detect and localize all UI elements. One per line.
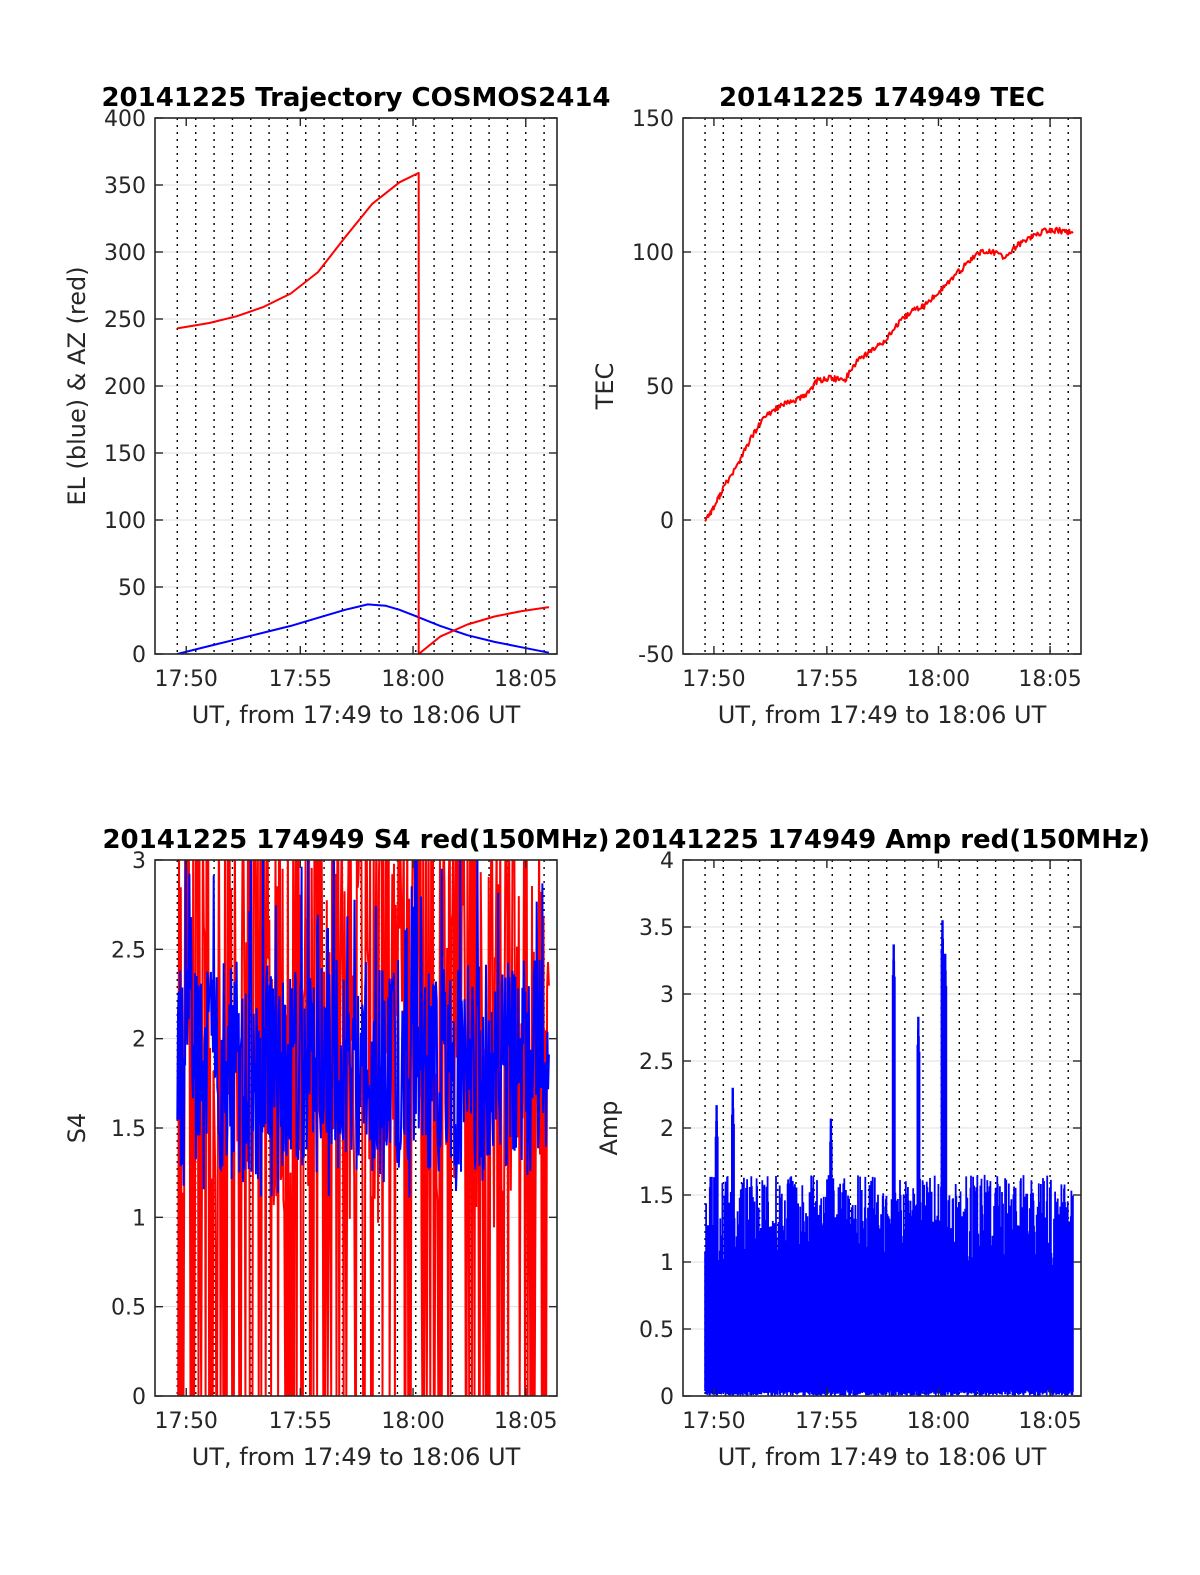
y-tick-label: 1.5 [639, 1184, 674, 1209]
x-tick-label: 18:00 [381, 1409, 444, 1434]
chart-title: 20141225 174949 TEC [719, 83, 1045, 113]
y-tick-label: 1 [660, 1251, 674, 1276]
y-tick-label: 0 [660, 1385, 674, 1410]
y-tick-label: 3 [660, 983, 674, 1008]
x-tick-label: 17:50 [155, 1409, 218, 1434]
plot-area [177, 171, 550, 654]
y-tick-label: 2.5 [639, 1050, 674, 1075]
x-tick-label: 17:50 [155, 667, 218, 692]
y-tick-label: 250 [104, 308, 146, 333]
y-axis-label: Amp [595, 1100, 623, 1155]
y-tick-label: 2 [132, 1028, 146, 1053]
y-tick-label: 4 [660, 849, 674, 874]
y-tick-label: 0 [660, 509, 674, 534]
series-tec [704, 226, 1074, 522]
y-tick-label: 150 [632, 107, 674, 132]
y-axis-label: S4 [63, 1113, 91, 1144]
plot-area [704, 226, 1074, 522]
y-tick-label: 1.5 [111, 1117, 146, 1142]
series-el [177, 603, 550, 654]
y-tick-label: 100 [104, 509, 146, 534]
series-az [177, 171, 550, 654]
series-s4-blue [176, 860, 550, 1198]
y-tick-label: 0 [132, 1385, 146, 1410]
y-tick-label: 1 [132, 1206, 146, 1231]
x-tick-label: 18:00 [381, 667, 444, 692]
y-tick-label: 0.5 [111, 1296, 146, 1321]
x-axis-label: UT, from 17:49 to 18:06 UT [192, 701, 521, 729]
y-tick-label: 2 [660, 1117, 674, 1142]
x-tick-label: 18:05 [494, 1409, 557, 1434]
x-tick-label: 17:55 [795, 1409, 858, 1434]
x-tick-label: 17:55 [269, 1409, 332, 1434]
y-axis-label: EL (blue) & AZ (red) [63, 266, 91, 505]
y-tick-label: 400 [104, 107, 146, 132]
y-tick-label: 200 [104, 375, 146, 400]
y-tick-label: 350 [104, 174, 146, 199]
y-tick-label: 2.5 [111, 938, 146, 963]
x-tick-label: 17:55 [795, 667, 858, 692]
chart-trajectory: 17:50 17:55 18:00 18:05 0 50 100 150 200 250 300 35… [63, 83, 611, 729]
y-tick-label: 300 [104, 241, 146, 266]
y-tick-label: 0.5 [639, 1318, 674, 1343]
y-tick-label: 50 [118, 576, 146, 601]
chart-tec: 17:50 17:55 18:00 18:05 -50 0 50 100 150 20141225… [591, 83, 1082, 729]
x-tick-label: 18:05 [1018, 667, 1081, 692]
x-axis-label: UT, from 17:49 to 18:06 UT [192, 1443, 521, 1471]
chart-title: 20141225 Trajectory COSMOS2414 [101, 83, 610, 113]
y-axis-label: TEC [591, 363, 619, 411]
x-tick-label: 17:50 [682, 1409, 745, 1434]
y-tick-label: 3 [132, 849, 146, 874]
y-tick-label: 150 [104, 442, 146, 467]
x-tick-label: 18:00 [907, 1409, 970, 1434]
x-tick-label: 18:05 [494, 667, 557, 692]
y-tick-label: 50 [646, 375, 674, 400]
y-tick-label: 0 [132, 643, 146, 668]
x-tick-label: 18:05 [1018, 1409, 1081, 1434]
plot-area [176, 860, 550, 1396]
x-tick-label: 18:00 [907, 667, 970, 692]
y-tick-label: 3.5 [639, 916, 674, 941]
chart-title: 20141225 174949 S4 red(150MHz) [102, 825, 609, 855]
y-tick-label: 100 [632, 241, 674, 266]
x-tick-label: 17:55 [269, 667, 332, 692]
chart-amp: 17:50 17:55 18:00 18:05 0 0.5 1 1.5 2 2.5 3 3.5 4201… [595, 825, 1150, 1471]
chart-title: 20141225 174949 Amp red(150MHz) [614, 825, 1150, 855]
chart-s4: 17:50 17:55 18:00 18:05 0 0.5 1 1.5 2 2.5 32014122… [63, 825, 610, 1471]
series-amp [704, 923, 1074, 1396]
y-tick-label: -50 [638, 643, 674, 668]
x-axis-label: UT, from 17:49 to 18:06 UT [718, 1443, 1047, 1471]
x-tick-label: 17:50 [682, 667, 745, 692]
x-axis-label: UT, from 17:49 to 18:06 UT [718, 701, 1047, 729]
plot-area [704, 920, 1074, 1396]
